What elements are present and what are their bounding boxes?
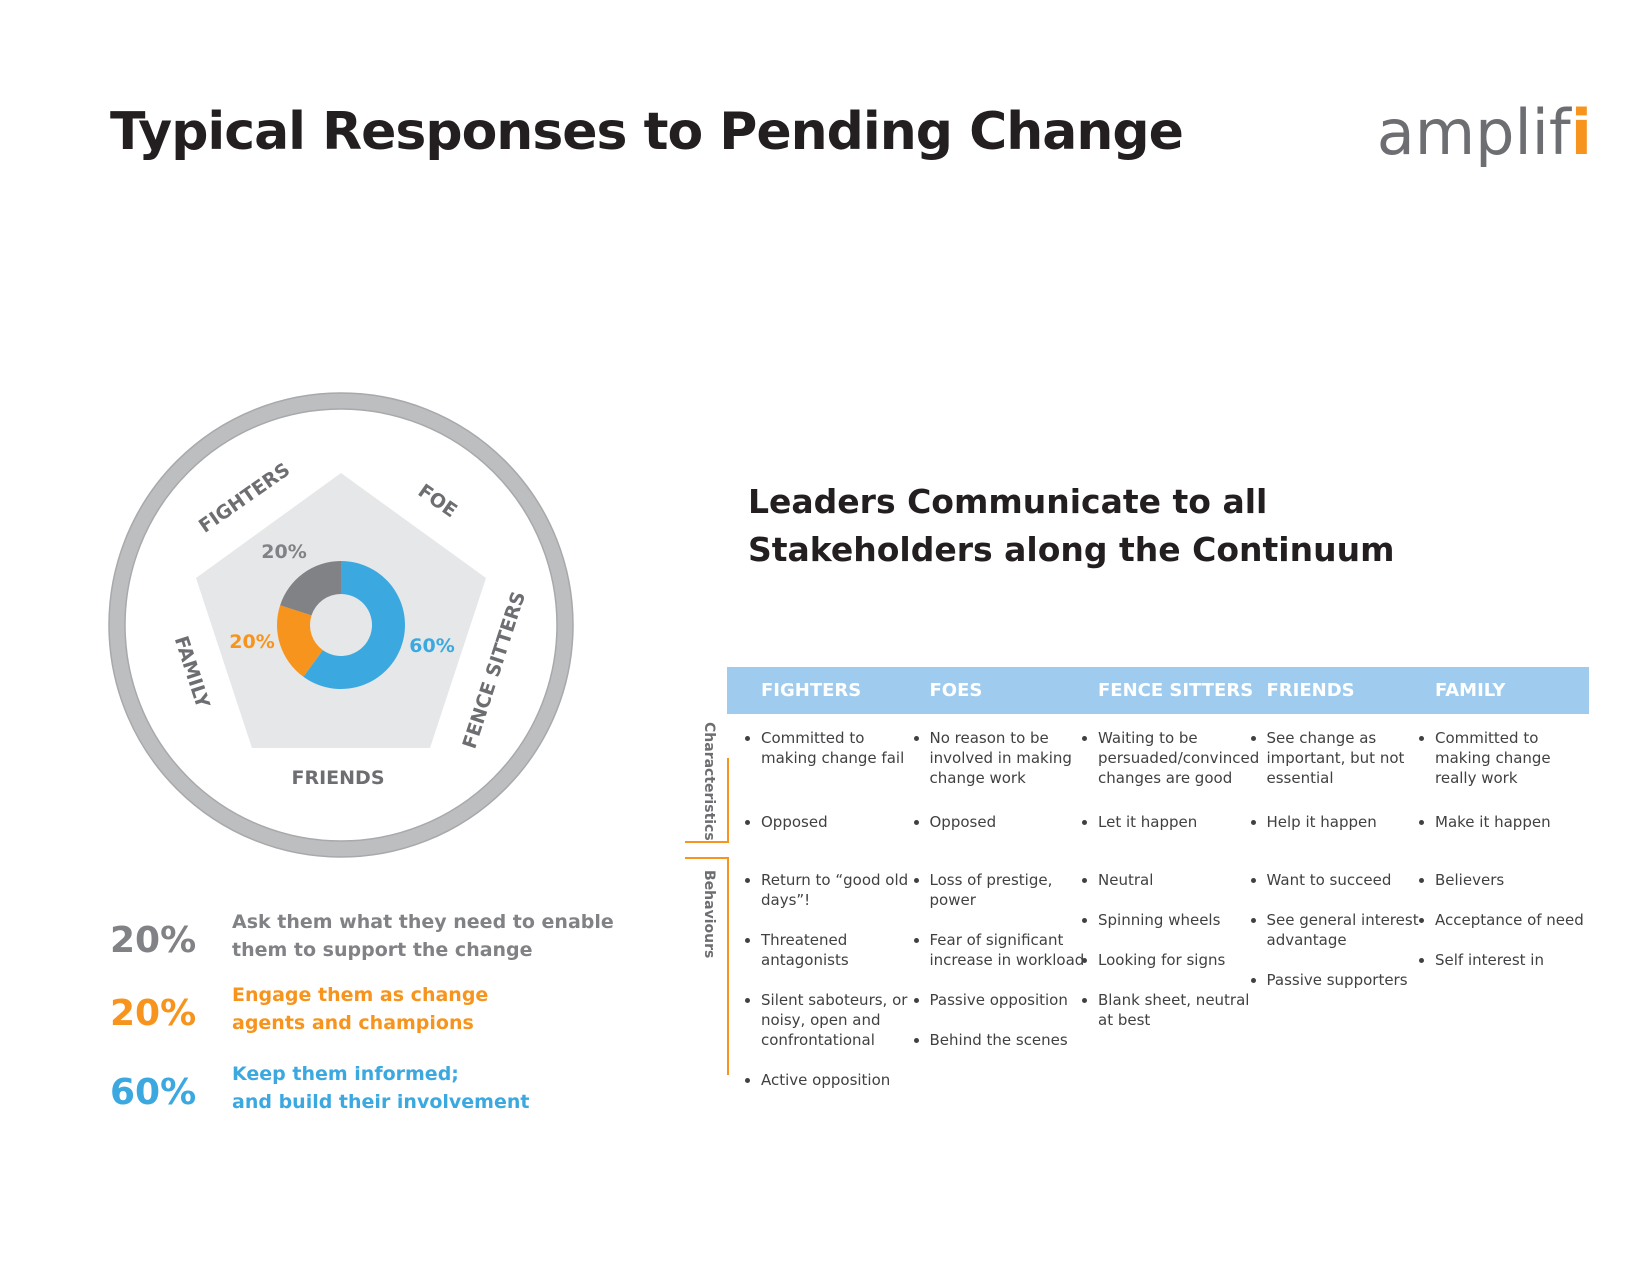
wheel: FIGHTERS FOE FENCE SITTERS FRIENDS FAMIL… bbox=[108, 392, 574, 858]
cell-item: Behind the scenes bbox=[930, 1030, 1090, 1050]
cell-item: Self interest in bbox=[1435, 950, 1595, 970]
column-header: FIGHTERS bbox=[761, 680, 862, 701]
cell-item: Opposed bbox=[930, 812, 1090, 832]
cell-item: Acceptance of need bbox=[1435, 910, 1595, 930]
title-line: Stakeholders along the Continuum bbox=[748, 530, 1395, 569]
wheel-label: FOE bbox=[414, 480, 461, 522]
cell-item: Committed to making change fail bbox=[761, 728, 921, 768]
cell-item: Passive opposition bbox=[930, 990, 1090, 1010]
donut-label: 20% bbox=[229, 631, 274, 653]
wheel-label: FAMILY bbox=[170, 633, 214, 711]
characteristics: Waiting to be persuaded/convinced change… bbox=[1086, 728, 1259, 832]
bracket bbox=[685, 841, 729, 843]
legend-text: Engage them as change agents and champion… bbox=[232, 981, 488, 1037]
legend-line: Ask them what they need to enable bbox=[232, 911, 614, 933]
row-label: Behaviours bbox=[701, 870, 717, 959]
donut-slice bbox=[303, 561, 405, 689]
cell-item: See change as important, but not essenti… bbox=[1267, 728, 1427, 788]
behaviours: Neutral Spinning wheels Looking for signs B… bbox=[1086, 870, 1258, 1050]
characteristics: Committed to making change fail Opposed bbox=[749, 728, 921, 832]
cell-item: Neutral bbox=[1098, 870, 1258, 890]
cell-item: Active opposition bbox=[761, 1070, 921, 1090]
behaviours: Believers Acceptance of need Self interest… bbox=[1423, 870, 1595, 990]
behaviours: Return to “good old days”! Threatened ant… bbox=[749, 870, 921, 1110]
donut-label: 60% bbox=[409, 635, 454, 657]
cell-item: Waiting to be persuaded/convinced change… bbox=[1098, 728, 1259, 788]
cell-item: Want to succeed bbox=[1267, 870, 1427, 890]
donut-label: 20% bbox=[261, 541, 306, 563]
cell-item: Believers bbox=[1435, 870, 1595, 890]
ring-edge bbox=[108, 392, 574, 858]
cell-item: Make it happen bbox=[1435, 812, 1595, 832]
donut-slice bbox=[277, 605, 323, 677]
cell-item: Let it happen bbox=[1098, 812, 1258, 832]
legend-line: Engage them as change bbox=[232, 984, 489, 1006]
legend-line: them to support the change bbox=[232, 939, 533, 961]
cell-item: See general interest advantage bbox=[1267, 910, 1427, 950]
cell-item: Opposed bbox=[761, 812, 921, 832]
donut-slice bbox=[280, 561, 341, 616]
logo-accent: i bbox=[1570, 96, 1592, 169]
row-label: Characteristics bbox=[701, 722, 717, 841]
title-line: Leaders Communicate to all bbox=[748, 482, 1268, 521]
ring-edge bbox=[124, 408, 558, 842]
cell-item: Blank sheet, neutral at best bbox=[1098, 990, 1258, 1030]
behaviours: Want to succeed See general interest adva… bbox=[1255, 870, 1427, 1010]
logo: amplifi bbox=[1377, 96, 1592, 169]
cell-item: Committed to making change really work bbox=[1435, 728, 1595, 788]
column-header: FRIENDS bbox=[1266, 680, 1355, 701]
cell-item: No reason to be involved in making chang… bbox=[930, 728, 1090, 788]
bracket bbox=[685, 857, 729, 859]
bracket bbox=[727, 857, 729, 1075]
ring bbox=[109, 393, 573, 857]
characteristics: No reason to be involved in making chang… bbox=[918, 728, 1090, 832]
header-bar bbox=[727, 667, 1589, 714]
column-header: FOES bbox=[929, 680, 983, 701]
cell-item: Fear of significant increase in workload bbox=[930, 930, 1090, 970]
legend-percent: 20% bbox=[110, 920, 197, 961]
cell-item: Passive supporters bbox=[1267, 970, 1427, 990]
page-title: Typical Responses to Pending Change bbox=[110, 102, 1184, 162]
column-header: FENCE SITTERS bbox=[1098, 680, 1254, 701]
behaviours: Loss of prestige, power Fear of significa… bbox=[918, 870, 1090, 1070]
characteristics: Committed to making change really work Ma… bbox=[1423, 728, 1595, 832]
wheel-label: FRIENDS bbox=[291, 767, 384, 789]
legend-line: agents and champions bbox=[232, 1012, 474, 1034]
cell-item: Looking for signs bbox=[1098, 950, 1258, 970]
legend-text: Ask them what they need to enable them to… bbox=[232, 908, 614, 964]
cell-item: Loss of prestige, power bbox=[930, 870, 1090, 910]
table-title: Leaders Communicate to all Stakeholders a… bbox=[748, 478, 1394, 574]
legend-percent: 20% bbox=[110, 993, 197, 1034]
legend-percent: 60% bbox=[110, 1072, 197, 1113]
cell-item: Return to “good old days”! bbox=[761, 870, 921, 910]
characteristics: See change as important, but not essenti… bbox=[1255, 728, 1427, 832]
legend-line: Keep them informed; bbox=[232, 1063, 459, 1085]
logo-main: amplif bbox=[1376, 96, 1571, 169]
legend-text: Keep them informed; and build their invol… bbox=[232, 1060, 529, 1116]
pentagon bbox=[196, 473, 486, 748]
cell-item: Silent saboteurs, or noisy, open and con… bbox=[761, 990, 921, 1050]
legend-line: and build their involvement bbox=[232, 1091, 530, 1113]
column-header: FAMILY bbox=[1435, 680, 1506, 701]
cell-item: Help it happen bbox=[1267, 812, 1427, 832]
cell-item: Threatened antagonists bbox=[761, 930, 921, 970]
cell-item: Spinning wheels bbox=[1098, 910, 1258, 930]
bracket bbox=[727, 758, 729, 842]
